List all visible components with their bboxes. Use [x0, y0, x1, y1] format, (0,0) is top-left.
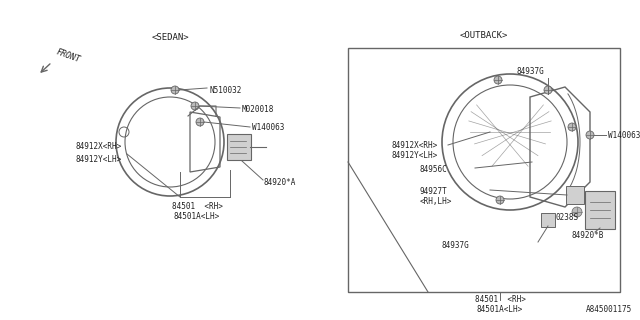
Circle shape [586, 131, 594, 139]
Text: 94927T: 94927T [420, 187, 448, 196]
Text: 84501A<LH>: 84501A<LH> [174, 212, 220, 221]
FancyBboxPatch shape [585, 191, 615, 229]
Text: 84920*B: 84920*B [572, 231, 604, 240]
Text: N510032: N510032 [209, 86, 241, 95]
Text: 84912X<RH>: 84912X<RH> [75, 142, 121, 151]
Text: M020018: M020018 [242, 105, 275, 114]
Text: 84501  <RH>: 84501 <RH> [475, 295, 525, 304]
FancyBboxPatch shape [541, 213, 555, 227]
Circle shape [191, 102, 199, 110]
Text: <SEDAN>: <SEDAN> [151, 34, 189, 43]
Text: 84912Y<LH>: 84912Y<LH> [75, 155, 121, 164]
Text: <RH,LH>: <RH,LH> [420, 197, 452, 206]
Circle shape [544, 86, 552, 94]
Text: 84501  <RH>: 84501 <RH> [172, 202, 223, 211]
Circle shape [171, 86, 179, 94]
Text: 84912X<RH>: 84912X<RH> [392, 141, 438, 150]
Text: 0238S: 0238S [556, 213, 579, 222]
Text: 84501A<LH>: 84501A<LH> [477, 305, 523, 314]
Circle shape [494, 76, 502, 84]
Text: W140063: W140063 [608, 131, 640, 140]
FancyBboxPatch shape [566, 186, 584, 204]
Text: 84937G: 84937G [516, 67, 544, 76]
Text: <OUTBACK>: <OUTBACK> [460, 31, 508, 41]
Bar [348, 48, 620, 292]
Text: 84912Y<LH>: 84912Y<LH> [392, 151, 438, 160]
Text: 84937G: 84937G [442, 241, 470, 250]
Circle shape [196, 118, 204, 126]
FancyBboxPatch shape [227, 134, 251, 160]
Text: FRONT: FRONT [55, 47, 81, 64]
Text: A845001175: A845001175 [586, 305, 632, 314]
Circle shape [496, 196, 504, 204]
Text: W140063: W140063 [252, 123, 284, 132]
Circle shape [572, 207, 582, 217]
Text: 84956C: 84956C [420, 165, 448, 174]
Text: 84920*A: 84920*A [264, 178, 296, 187]
Circle shape [568, 123, 576, 131]
